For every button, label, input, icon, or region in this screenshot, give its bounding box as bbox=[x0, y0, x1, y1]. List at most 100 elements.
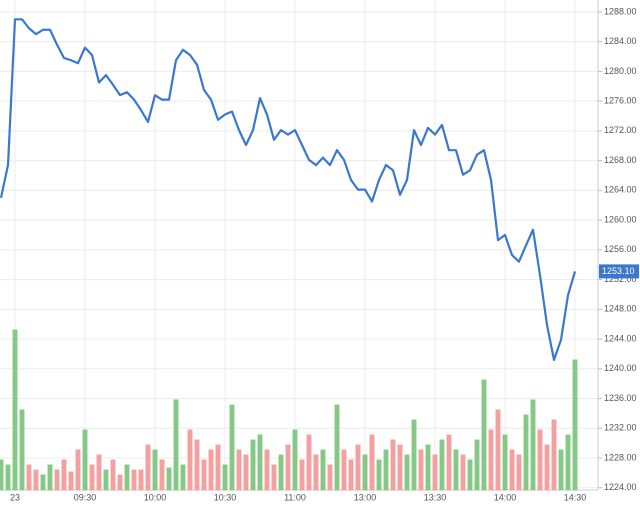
volume-bar bbox=[439, 439, 445, 491]
volume-bar bbox=[54, 469, 60, 491]
volume-bar bbox=[411, 419, 417, 491]
volume-bar bbox=[250, 439, 256, 491]
x-tick-label: 11:00 bbox=[284, 492, 306, 502]
volume-bar bbox=[215, 444, 221, 491]
volume-bar bbox=[187, 429, 193, 491]
volume-bar bbox=[145, 444, 151, 491]
y-tick-label: 1260.00 bbox=[604, 214, 637, 224]
y-tick-label: 1280.00 bbox=[604, 66, 637, 76]
volume-bar bbox=[271, 464, 277, 491]
volume-bar bbox=[565, 434, 571, 491]
x-tick-label: 10:30 bbox=[214, 492, 237, 502]
y-tick-label: 1276.00 bbox=[604, 95, 637, 105]
volume-bar bbox=[180, 464, 186, 491]
volume-bar bbox=[334, 404, 340, 491]
volume-bar bbox=[89, 464, 95, 491]
volume-bar bbox=[327, 464, 333, 491]
y-tick-label: 1252.00 bbox=[604, 274, 637, 284]
volume-bar bbox=[26, 464, 32, 491]
y-tick-label: 1236.00 bbox=[604, 393, 637, 403]
volume-bar bbox=[348, 459, 354, 491]
volume-bar bbox=[516, 454, 522, 491]
volume-bar bbox=[495, 409, 501, 491]
volume-bar bbox=[229, 404, 235, 491]
volume-bar bbox=[341, 449, 347, 491]
volume-bar bbox=[131, 469, 137, 491]
y-tick-label: 1264.00 bbox=[604, 185, 637, 195]
volume-bar bbox=[47, 464, 53, 491]
volume-bar bbox=[523, 414, 529, 491]
volume-bar bbox=[243, 454, 249, 491]
x-tick-label: 13:00 bbox=[354, 492, 377, 502]
y-tick-label: 1240.00 bbox=[604, 363, 637, 373]
price-tag-label: 1253.10 bbox=[602, 266, 635, 276]
y-tick-label: 1248.00 bbox=[604, 304, 637, 314]
volume-bar bbox=[201, 459, 207, 491]
y-tick-label: 1256.00 bbox=[604, 244, 637, 254]
volume-bar bbox=[222, 464, 228, 491]
x-tick-label: 10:00 bbox=[144, 492, 167, 502]
volume-bar bbox=[68, 471, 74, 491]
volume-bar bbox=[446, 434, 452, 491]
volume-bar bbox=[12, 329, 18, 491]
volume-bar bbox=[320, 449, 326, 491]
y-tick-label: 1232.00 bbox=[604, 423, 637, 433]
volume-bar bbox=[292, 429, 298, 491]
volume-bar bbox=[376, 459, 382, 491]
volume-bar bbox=[474, 439, 480, 491]
volume-bar bbox=[432, 454, 438, 491]
volume-bar bbox=[5, 464, 11, 491]
volume-bar bbox=[383, 449, 389, 491]
volume-bar bbox=[285, 444, 291, 491]
volume-bar bbox=[453, 449, 459, 491]
volume-bar bbox=[103, 469, 109, 491]
volume-bar bbox=[313, 454, 319, 491]
volume-bar bbox=[299, 459, 305, 491]
x-tick-label: 14:30 bbox=[564, 492, 587, 502]
price-tag bbox=[599, 264, 639, 279]
volume-bar bbox=[96, 454, 102, 491]
volume-bar bbox=[418, 449, 424, 491]
volume-bar bbox=[75, 449, 81, 491]
x-tick-label: 13:30 bbox=[424, 492, 447, 502]
volume-bar bbox=[208, 449, 214, 491]
volume-bar bbox=[404, 454, 410, 491]
price-line bbox=[0, 18, 577, 361]
y-tick-label: 1224.00 bbox=[604, 482, 637, 492]
volume-bar bbox=[61, 459, 67, 491]
y-tick-label: 1284.00 bbox=[604, 36, 637, 46]
y-tick-label: 1272.00 bbox=[604, 125, 637, 135]
volume-bar bbox=[236, 449, 242, 491]
volume-bar bbox=[481, 379, 487, 491]
volume-bar bbox=[530, 399, 536, 491]
volume-bar bbox=[138, 469, 144, 491]
volume-bar bbox=[110, 459, 116, 491]
volume-bar bbox=[124, 464, 130, 491]
y-tick-label: 1268.00 bbox=[604, 155, 637, 165]
volume-bar bbox=[19, 409, 25, 491]
volume-bar bbox=[40, 474, 46, 491]
volume-bar bbox=[355, 444, 361, 491]
volume-bar bbox=[551, 419, 557, 491]
volume-bar bbox=[362, 454, 368, 491]
y-tick-label: 1244.00 bbox=[604, 333, 637, 343]
x-tick-label: 23 bbox=[10, 492, 20, 502]
volume-bar bbox=[173, 399, 179, 491]
volume-bar bbox=[306, 434, 312, 491]
volume-bar bbox=[0, 459, 4, 491]
x-tick-label: 14:00 bbox=[494, 492, 517, 502]
volume-bar bbox=[117, 474, 123, 491]
volume-bar bbox=[159, 459, 165, 491]
volume-bar bbox=[397, 444, 403, 491]
volume-bar bbox=[264, 449, 270, 491]
volume-bar bbox=[425, 444, 431, 491]
y-tick-label: 1228.00 bbox=[604, 452, 637, 462]
volume-bar bbox=[502, 434, 508, 491]
volume-bar bbox=[33, 469, 39, 491]
volume-bar bbox=[152, 449, 158, 491]
volume-bar bbox=[460, 454, 466, 491]
volume-bar bbox=[194, 439, 200, 491]
volume-bar bbox=[278, 454, 284, 491]
